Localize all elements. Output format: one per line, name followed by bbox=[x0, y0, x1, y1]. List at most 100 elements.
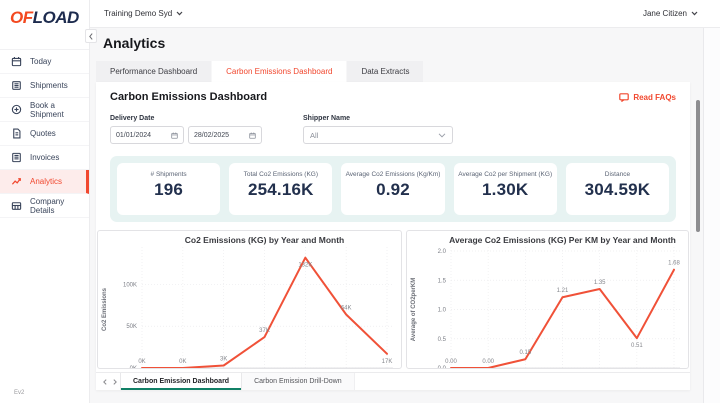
plus-circle-icon bbox=[11, 104, 22, 115]
carbon-emissions-panel: Carbon Emissions Dashboard Read FAQs Del… bbox=[96, 82, 690, 390]
svg-text:Average of CO2perKM: Average of CO2perKM bbox=[411, 278, 417, 341]
sidebar-item-book-a-shipment[interactable]: Book a Shipment bbox=[0, 98, 89, 122]
sidebar-item-shipments[interactable]: Shipments bbox=[0, 74, 89, 98]
main-content: Analytics Performance Dashboard Carbon E… bbox=[90, 28, 703, 403]
report-tab-carbon-emission-drill-down[interactable]: Carbon Emission Drill-Down bbox=[242, 373, 355, 390]
tab-performance-dashboard[interactable]: Performance Dashboard bbox=[96, 61, 212, 82]
svg-text:1.35: 1.35 bbox=[594, 280, 606, 286]
analytics-chart-icon bbox=[11, 176, 22, 187]
charts-row: 0K 50K 100K Co2 Emissions Co2 Emissions (KG)… bbox=[97, 230, 689, 369]
tab-data-extracts[interactable]: Data Extracts bbox=[347, 61, 424, 82]
sidebar-item-label: Today bbox=[30, 57, 52, 66]
kpi-card-avg-co2-per-km: Average Co2 Emissions (Kg/Km) 0.92 bbox=[341, 163, 445, 215]
read-faqs-label: Read FAQs bbox=[633, 92, 676, 102]
dashboard-tab-strip: Performance Dashboard Carbon Emissions D… bbox=[96, 61, 703, 82]
report-tabs-prev-icon[interactable] bbox=[100, 373, 110, 390]
kpi-band: # Shipments 196 Total Co2 Emissions (KG)… bbox=[110, 156, 676, 222]
read-faqs-link[interactable]: Read FAQs bbox=[619, 93, 676, 102]
calendar-icon bbox=[11, 56, 22, 67]
date-from-input[interactable]: 01/01/2024 bbox=[110, 126, 184, 144]
sidebar-item-label: Book a Shipment bbox=[30, 100, 64, 119]
shipper-select-value: All bbox=[310, 130, 319, 140]
vertical-scrollbar-thumb[interactable] bbox=[696, 100, 700, 232]
chart-co2-emissions-by-month: 0K 50K 100K Co2 Emissions Co2 Emissions (KG)… bbox=[97, 230, 402, 369]
ofload-logo[interactable]: OFLOAD bbox=[0, 0, 89, 28]
svg-text:132K: 132K bbox=[298, 263, 312, 269]
org-selector[interactable]: Training Demo Syd bbox=[104, 9, 183, 18]
shipper-select[interactable]: All bbox=[303, 126, 453, 144]
sidebar-item-analytics[interactable]: Analytics bbox=[0, 170, 89, 194]
svg-text:0.5: 0.5 bbox=[438, 337, 447, 343]
delivery-date-label: Delivery Date bbox=[110, 115, 155, 122]
co2-emissions-line-chart: 0K 50K 100K Co2 Emissions Co2 Emissions (KG)… bbox=[102, 235, 393, 369]
svg-text:100K: 100K bbox=[123, 282, 137, 288]
kpi-label: # Shipments bbox=[150, 171, 187, 178]
page-scrollbar-track[interactable] bbox=[703, 28, 720, 403]
svg-text:0K: 0K bbox=[130, 366, 137, 369]
logo-text-load: LOAD bbox=[32, 8, 80, 27]
calendar-icon bbox=[249, 132, 256, 139]
svg-text:0.0: 0.0 bbox=[438, 366, 447, 369]
tab-carbon-emissions-dashboard[interactable]: Carbon Emissions Dashboard bbox=[212, 61, 347, 82]
kpi-value: 304.59K bbox=[584, 180, 651, 199]
svg-text:50K: 50K bbox=[126, 324, 137, 330]
svg-text:1.21: 1.21 bbox=[557, 288, 569, 294]
shipper-name-label: Shipper Name bbox=[303, 115, 351, 122]
kpi-card-total-co2: Total Co2 Emissions (KG) 254.16K bbox=[229, 163, 333, 215]
svg-text:64K: 64K bbox=[341, 306, 352, 312]
kpi-value: 196 bbox=[154, 180, 184, 199]
svg-text:0.00: 0.00 bbox=[482, 359, 494, 365]
kpi-label: Distance bbox=[604, 171, 631, 178]
quote-document-icon bbox=[11, 128, 22, 139]
svg-text:1.5: 1.5 bbox=[438, 278, 447, 284]
panel-header: Carbon Emissions Dashboard Read FAQs bbox=[96, 82, 690, 103]
invoice-icon bbox=[11, 152, 22, 163]
kpi-label: Total Co2 Emissions (KG) bbox=[243, 171, 319, 178]
faq-chat-icon bbox=[619, 92, 630, 102]
shipments-box-icon bbox=[11, 80, 22, 91]
user-menu[interactable]: Jane Citizen bbox=[643, 9, 698, 18]
sidebar-collapse-button[interactable] bbox=[85, 29, 97, 43]
kpi-label: Average Co2 Emissions (Kg/Km) bbox=[345, 171, 441, 178]
date-from-value: 01/01/2024 bbox=[116, 131, 152, 139]
report-tab-carbon-emission-dashboard[interactable]: Carbon Emission Dashboard bbox=[120, 373, 243, 390]
sidebar-item-company-details[interactable]: Company Details bbox=[0, 194, 89, 218]
svg-text:1.68: 1.68 bbox=[668, 261, 680, 267]
company-building-icon bbox=[11, 200, 22, 211]
filters-row: Delivery Date 01/01/2024 28/02/2025 Ship bbox=[96, 103, 690, 144]
version-label: Ev2 bbox=[14, 390, 25, 396]
sidebar-item-label: Analytics bbox=[30, 177, 63, 186]
svg-text:1.0: 1.0 bbox=[438, 308, 447, 314]
top-bar: Training Demo Syd Jane Citizen bbox=[90, 0, 720, 28]
sidebar-item-invoices[interactable]: Invoices bbox=[0, 146, 89, 170]
report-tabs-next-icon[interactable] bbox=[110, 373, 120, 390]
org-selector-label: Training Demo Syd bbox=[104, 9, 173, 18]
sidebar: OFLOAD Today Shipments Book a Shipment bbox=[0, 0, 90, 403]
sidebar-item-today[interactable]: Today bbox=[0, 50, 89, 74]
sidebar-item-quotes[interactable]: Quotes bbox=[0, 122, 89, 146]
sidebar-item-label: Quotes bbox=[30, 129, 56, 138]
kpi-card-distance: Distance 304.59K bbox=[565, 163, 670, 215]
kpi-value: 1.30K bbox=[482, 180, 529, 199]
svg-text:Average Co2 Emissions (KG) Per: Average Co2 Emissions (KG) Per KM by Yea… bbox=[449, 235, 676, 245]
kpi-card-shipments: # Shipments 196 bbox=[117, 163, 221, 215]
chevron-left-icon bbox=[89, 32, 93, 40]
logo-text-of: OF bbox=[10, 8, 33, 27]
svg-text:37K: 37K bbox=[259, 328, 270, 334]
svg-text:0.51: 0.51 bbox=[631, 343, 643, 349]
svg-text:0K: 0K bbox=[138, 359, 145, 365]
sidebar-item-label: Invoices bbox=[30, 153, 60, 162]
svg-text:0.00: 0.00 bbox=[445, 359, 457, 365]
avg-co2-per-km-line-chart: 0.0 0.5 1.0 1.5 2.0 Average of CO2perKM Averag… bbox=[411, 235, 680, 369]
sidebar-nav: Today Shipments Book a Shipment Quotes bbox=[0, 49, 89, 218]
svg-text:0.15: 0.15 bbox=[519, 350, 531, 356]
sidebar-item-label: Company Details bbox=[30, 196, 65, 215]
sidebar-item-label: Shipments bbox=[30, 81, 68, 90]
panel-title: Carbon Emissions Dashboard bbox=[110, 91, 268, 103]
shipper-name-filter: Shipper Name All bbox=[303, 115, 453, 144]
kpi-value: 0.92 bbox=[376, 180, 410, 199]
delivery-date-filter: Delivery Date 01/01/2024 28/02/2025 bbox=[110, 115, 262, 144]
chevron-down-icon bbox=[691, 11, 698, 16]
svg-text:17K: 17K bbox=[382, 359, 393, 365]
date-to-input[interactable]: 28/02/2025 bbox=[188, 126, 262, 144]
